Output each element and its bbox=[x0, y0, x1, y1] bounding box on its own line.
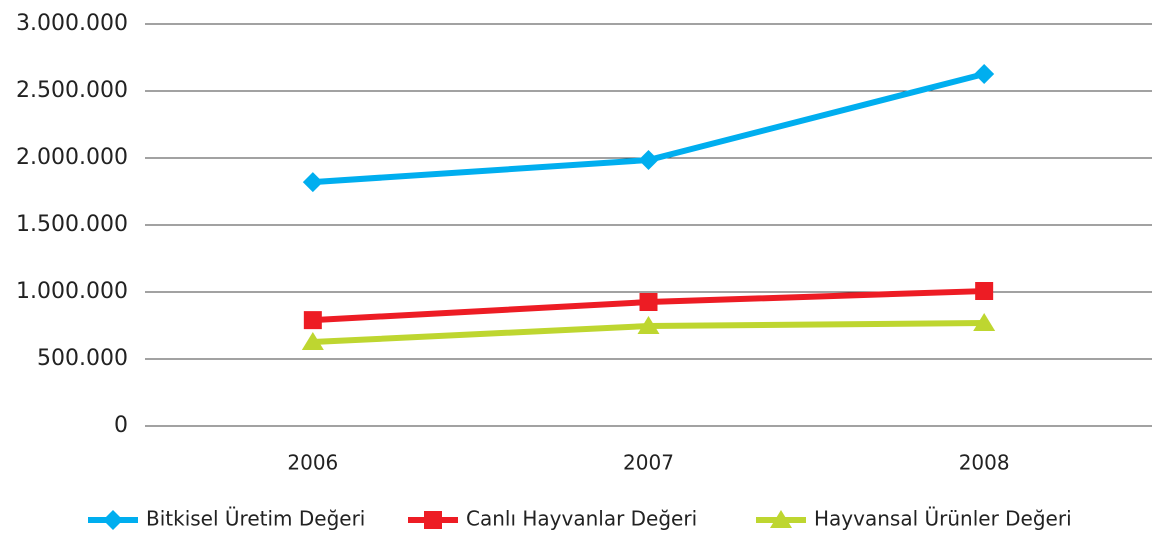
y-tick-label: 1.000.000 bbox=[16, 279, 128, 304]
legend-marker bbox=[770, 510, 792, 528]
data-point bbox=[637, 316, 660, 335]
data-point bbox=[303, 311, 322, 330]
y-tick-label: 0 bbox=[114, 413, 128, 438]
legend-label: Bitkisel Üretim Değeri bbox=[146, 507, 365, 531]
data-point bbox=[301, 331, 324, 350]
y-tick-label: 3.000.000 bbox=[16, 11, 128, 36]
y-tick-label: 2.500.000 bbox=[16, 78, 128, 103]
x-tick-label: 2006 bbox=[287, 451, 338, 475]
data-point bbox=[302, 172, 323, 193]
y-tick-label: 1.500.000 bbox=[16, 212, 128, 237]
data-point bbox=[974, 63, 995, 84]
legend-marker bbox=[103, 510, 123, 530]
data-point bbox=[638, 150, 659, 171]
data-point bbox=[975, 282, 994, 301]
legend-label: Canlı Hayvanlar Değeri bbox=[466, 507, 697, 531]
legend-marker bbox=[424, 511, 442, 529]
x-tick-label: 2007 bbox=[623, 451, 674, 475]
x-tick-label: 2008 bbox=[959, 451, 1010, 475]
y-tick-label: 500.000 bbox=[37, 346, 128, 371]
data-point bbox=[973, 312, 996, 331]
legend-label: Hayvansal Ürünler Değeri bbox=[814, 507, 1072, 531]
y-tick-label: 2.000.000 bbox=[16, 145, 128, 170]
data-point bbox=[639, 293, 658, 312]
